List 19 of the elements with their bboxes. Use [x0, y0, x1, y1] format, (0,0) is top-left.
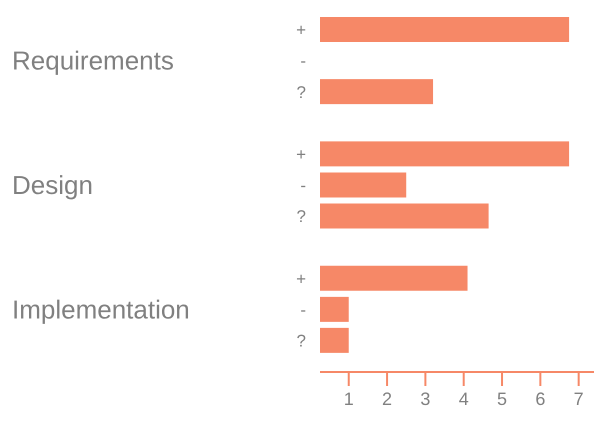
y-tick-label: ? — [296, 82, 306, 102]
x-tick-label: 6 — [535, 388, 546, 409]
x-tick-label: 4 — [458, 388, 469, 409]
y-tick-label: - — [300, 52, 306, 71]
x-tick-label: 1 — [344, 388, 354, 409]
x-tick-label: 3 — [420, 388, 430, 409]
x-tick-label: 2 — [382, 388, 392, 409]
y-tick-label: + — [296, 269, 306, 288]
y-tick-label: + — [296, 144, 306, 164]
y-tick-label: ? — [296, 331, 306, 350]
text: Implementation — [12, 294, 190, 324]
y-tick-label: - — [300, 176, 306, 196]
x-tick-label: 7 — [574, 388, 584, 409]
y-tick-label: + — [296, 20, 306, 40]
x-tick-label: 5 — [497, 388, 508, 409]
y-tick-label: ? — [296, 207, 306, 226]
text: Design — [12, 170, 93, 200]
y-tick-label: - — [300, 300, 306, 320]
text: Requirements — [12, 46, 174, 76]
